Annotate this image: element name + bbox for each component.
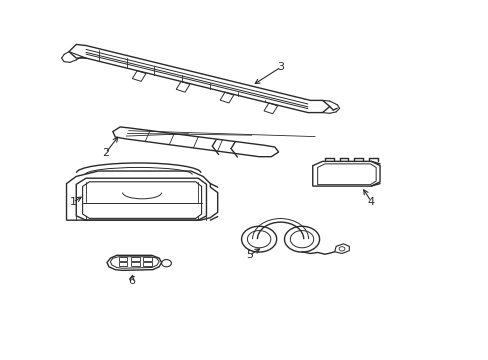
Text: 6: 6	[128, 276, 135, 286]
Bar	[119, 257, 127, 261]
Bar	[131, 262, 140, 266]
Bar	[131, 257, 140, 261]
Text: 5: 5	[245, 250, 252, 260]
Bar	[143, 257, 152, 261]
Text: 2: 2	[102, 148, 109, 158]
Text: 3: 3	[277, 62, 284, 72]
Text: 4: 4	[367, 197, 374, 207]
Bar	[143, 262, 152, 266]
Bar	[119, 262, 127, 266]
Text: 1: 1	[69, 197, 76, 207]
